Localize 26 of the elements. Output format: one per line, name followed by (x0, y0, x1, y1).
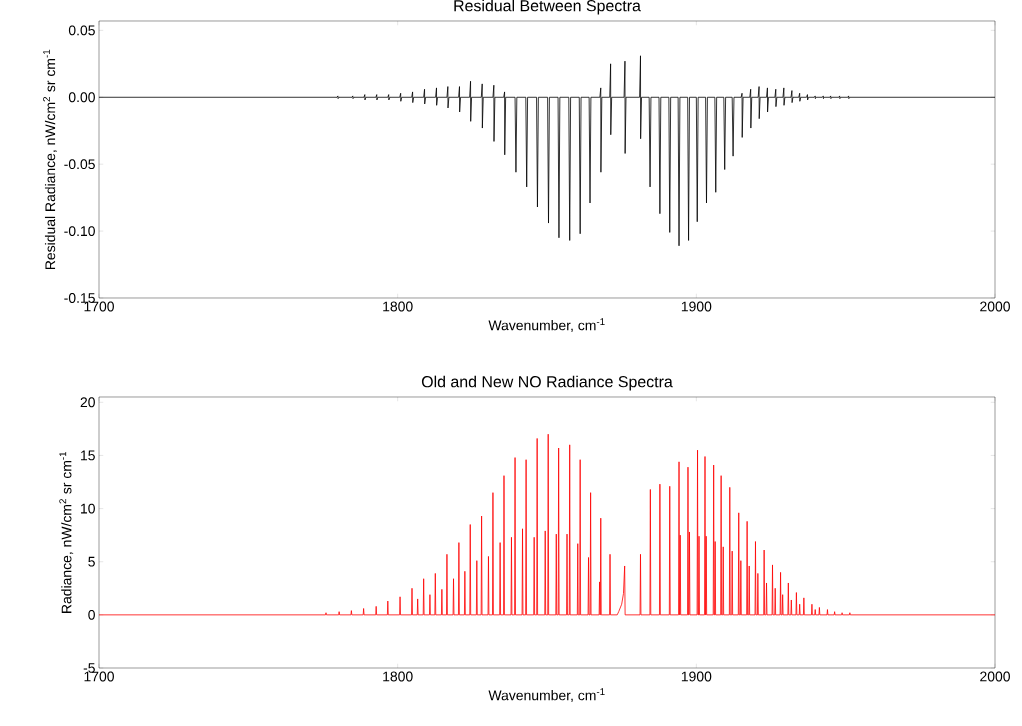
y-tick-label: -5 (83, 663, 95, 673)
y-axis-title: Radiance, nW/cm$^{2}$ sr cm$^{-1}$ (59, 451, 74, 613)
y-tick-label: 10 (81, 503, 95, 514)
x-tick-label: 1900 (681, 671, 712, 682)
x-tick-label: 2000 (980, 671, 1010, 682)
y-tick-label: -0.15 (64, 293, 95, 303)
y-tick-label: 0.00 (68, 92, 95, 103)
y-tick-label: 20 (80, 397, 95, 408)
x-tick-label: 1800 (383, 671, 413, 682)
x-tick-label: 2000 (980, 301, 1010, 312)
y-tick-label: -0.05 (64, 159, 95, 170)
y-tick-label: 5 (88, 556, 95, 567)
x-axis-title: Wavenumber, cm$^{-1}$ (488, 318, 605, 332)
y-axis-title: Residual Radiance, nW/cm$^{2}$ sr cm$^{-1}$ (43, 49, 57, 269)
y-tick-label: 0.05 (68, 25, 95, 36)
y-tick-label: -0.10 (64, 226, 95, 237)
y-tick-label: 0 (88, 609, 95, 620)
line-series (99, 433, 996, 616)
x-tick-label: 1700 (84, 671, 114, 682)
x-tick-label: 1900 (681, 301, 712, 312)
chart-title: Residual Between Spectra (454, 0, 641, 15)
x-tick-label: 1800 (383, 301, 413, 312)
x-axis-title: Wavenumber, cm$^{-1}$ (488, 688, 605, 702)
chart-title: Old and New NO Radiance Spectra (421, 375, 673, 391)
y-tick-label: 15 (81, 450, 95, 461)
x-tick-label: 1700 (84, 301, 114, 312)
